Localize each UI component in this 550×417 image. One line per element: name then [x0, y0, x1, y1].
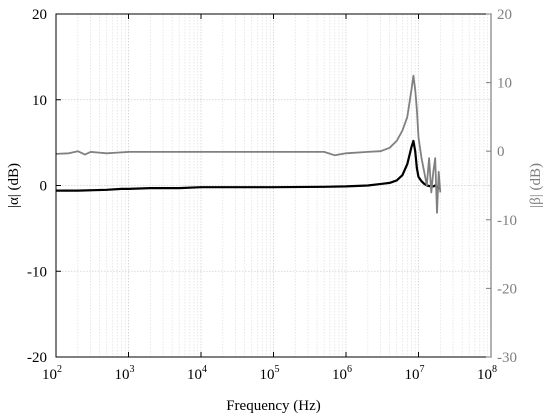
x-tick-label: 108 — [477, 364, 497, 383]
y2-tick-label: 0 — [497, 144, 505, 160]
x-tick-label: 106 — [332, 364, 352, 383]
x-axis-label: Frequency (Hz) — [226, 398, 321, 414]
grid — [55, 13, 491, 358]
y2-tick-label: 10 — [497, 76, 512, 92]
x-tick-label: 105 — [260, 364, 280, 383]
y2-tick-label: -20 — [497, 281, 517, 297]
y-tick-label: 20 — [32, 7, 47, 23]
series-line-right — [55, 74, 442, 214]
y-tick-label: 0 — [40, 179, 48, 195]
y2-tick-label: -30 — [497, 350, 517, 366]
series-layer — [55, 74, 442, 214]
y2-tick-label: 20 — [497, 7, 512, 23]
x-tick-label: 104 — [187, 364, 207, 383]
x-tick-label: 102 — [42, 364, 62, 383]
y2-axis-label: |β| (dB) — [528, 163, 544, 208]
x-tick-label: 103 — [115, 364, 135, 383]
y-tick-label: -10 — [27, 264, 47, 280]
y2-tick-label: -10 — [497, 213, 517, 229]
tick-labels: 102 103 104 105 106 107 108 20 10 0 -10 -20 20 10 0 -10… — [27, 7, 517, 383]
y-tick-label: -20 — [27, 350, 47, 366]
x-tick-label: 107 — [405, 364, 425, 383]
y-tick-label: 10 — [32, 93, 47, 109]
series-line-left — [56, 139, 441, 192]
y-axis-label: |α| (dB) — [6, 163, 22, 208]
